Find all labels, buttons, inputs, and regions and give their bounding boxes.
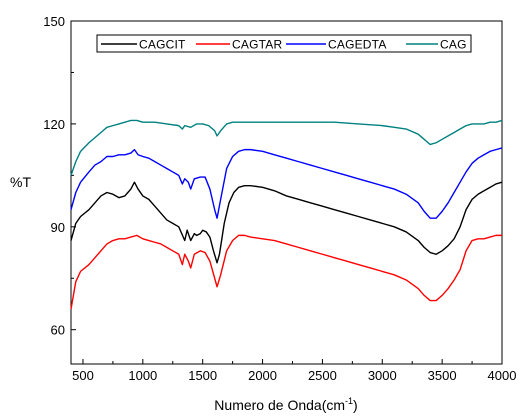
legend-label: CAGEDTA [328,38,387,52]
y-tick-label: 150 [43,14,65,29]
y-tick-label: 90 [51,220,65,235]
plot-area [70,20,503,365]
series-line-cagcit [70,181,503,264]
legend-box [96,34,472,53]
series-line-cagedta [70,147,503,219]
series-line-cag [70,119,503,176]
legend: CAGCIT CAGTAR CAGEDTA CAG [96,34,472,53]
x-tick-label: 1000 [128,368,157,383]
y-tick-label: 60 [51,323,65,338]
x-axis-label-main: Numero de Onda(cm [214,397,345,413]
x-tick-label: 1500 [188,368,217,383]
x-tick-label: 3500 [428,368,457,383]
y-axis-label: %T [10,174,31,190]
y-tick-label: 120 [43,117,65,132]
x-tick-label: 3000 [368,368,397,383]
y-axis: 60 90 120 150 [43,14,76,338]
x-tick-label: 500 [72,368,94,383]
x-tick-label: 2500 [308,368,337,383]
x-tick-label: 2000 [248,368,277,383]
x-axis-label-close: ) [353,397,358,413]
legend-label: CAGTAR [232,38,282,52]
legend-label: CAG [440,38,467,52]
legend-label: CAGCIT [139,38,186,52]
series-layer [70,119,503,310]
series-line-cagtar [70,234,502,310]
plot-frame [70,20,503,365]
x-tick-label: 4000 [488,368,517,383]
x-axis-label: Numero de Onda(cm-1) [214,396,357,413]
x-axis-label-sup: -1 [345,396,353,406]
x-axis: 500 1000 1500 2000 2500 3000 3500 4000 [72,359,516,383]
